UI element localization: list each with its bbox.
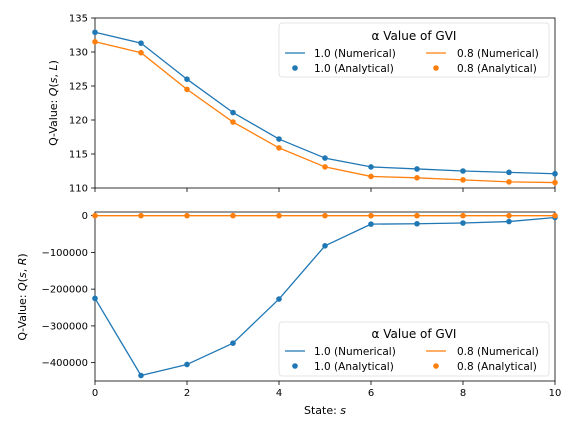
top-y-ticks: 110 115 120 125 130 135 <box>69 14 95 195</box>
top-point-0-8-analytical <box>184 86 190 93</box>
top-point-1-0-analytical <box>414 166 420 172</box>
top-point-0-8-analytical <box>414 175 420 181</box>
top-point-1-0-analytical <box>460 168 466 174</box>
bottom-point-0-8-analytical <box>184 212 190 219</box>
bottom-legend-frame <box>278 321 550 377</box>
bottom-x-tick-label: 10 <box>549 388 562 399</box>
top-y-tick-label: 120 <box>69 116 88 127</box>
bottom-subplot: −400000 −300000 −200000 −100000 0 0 2 4 6 8 10 Q-… <box>16 211 561 417</box>
bottom-legend-label-1-0-numerical: 1.0 (Numerical) <box>314 346 396 358</box>
top-point-0-8-analytical <box>460 177 466 183</box>
bottom-x-tick-label: 2 <box>184 388 190 399</box>
bottom-point-1-0-analytical <box>184 361 190 368</box>
top-point-0-8-analytical <box>230 119 236 125</box>
top-point-1-0-analytical <box>506 169 512 176</box>
top-legend-swatch-0-8-analytical <box>433 65 439 71</box>
bottom-point-0-8-analytical <box>322 212 328 219</box>
bottom-point-1-0-analytical <box>230 340 236 346</box>
top-point-0-8-analytical <box>552 179 558 186</box>
top-y-axis-label: Q-Value: Q(s, L) <box>47 60 60 146</box>
top-point-0-8-analytical <box>138 49 144 56</box>
bottom-x-tick-label: 4 <box>276 388 282 399</box>
top-point-1-0-analytical <box>138 40 144 46</box>
top-legend-label-1-0-numerical: 1.0 (Numerical) <box>314 48 396 60</box>
bottom-point-1-0-analytical <box>276 296 282 302</box>
bottom-y-tick-label: −200000 <box>41 285 88 296</box>
bottom-x-ticks: 0 2 4 6 8 10 <box>92 381 562 399</box>
bottom-legend-label-0-8-analytical: 0.8 (Analytical) <box>457 361 537 373</box>
top-y-tick-label: 110 <box>69 184 88 195</box>
top-subplot: 110 115 120 125 130 135 Q-Value: Q(s, L) α Va… <box>47 14 558 195</box>
top-point-1-0-analytical <box>276 136 282 142</box>
top-point-1-0-analytical <box>92 29 98 36</box>
bottom-y-tick-label: −100000 <box>41 248 88 259</box>
top-point-1-0-analytical <box>230 109 236 116</box>
bottom-point-0-8-analytical <box>92 212 98 219</box>
bottom-point-0-8-analytical <box>506 212 512 219</box>
bottom-legend-swatch-0-8-analytical <box>433 363 439 369</box>
top-point-0-8-analytical <box>92 39 98 45</box>
bottom-point-0-8-analytical <box>552 212 558 219</box>
bottom-point-0-8-analytical <box>276 212 282 219</box>
bottom-y-tick-label: −400000 <box>41 358 88 369</box>
top-axes-frame <box>94 17 556 189</box>
bottom-series <box>92 212 558 379</box>
top-point-0-8-analytical <box>322 164 328 170</box>
top-legend-label-1-0-analytical: 1.0 (Analytical) <box>314 63 394 75</box>
top-x-ticks <box>94 188 556 192</box>
bottom-x-tick-label: 0 <box>92 388 98 399</box>
bottom-point-1-0-analytical <box>368 221 374 227</box>
x-axis-label: State: s <box>304 404 346 417</box>
top-point-1-0-analytical <box>184 76 190 82</box>
bottom-y-tick-label: 0 <box>82 211 88 222</box>
bottom-point-1-0-analytical <box>322 243 328 249</box>
bottom-point-0-8-analytical <box>460 212 466 219</box>
top-legend: α Value of GVI 1.0 (Numerical) 1.0 (Anal… <box>278 22 550 78</box>
bottom-point-0-8-analytical <box>138 212 144 219</box>
bottom-point-1-0-analytical <box>506 218 512 225</box>
bottom-point-1-0-analytical <box>92 295 98 302</box>
bottom-x-tick-label: 8 <box>460 388 466 399</box>
bottom-legend-label-0-8-numerical: 0.8 (Numerical) <box>457 346 539 358</box>
bottom-point-1-0-analytical <box>414 220 420 227</box>
bottom-point-0-8-analytical <box>230 212 236 219</box>
top-series <box>92 29 558 186</box>
bottom-legend-label-1-0-analytical: 1.0 (Analytical) <box>314 361 394 373</box>
bottom-y-axis-label: Q-Value: Q(s, R) <box>16 253 29 340</box>
bottom-point-1-0-analytical <box>138 372 144 379</box>
top-point-0-8-analytical <box>276 145 282 151</box>
top-point-0-8-analytical <box>368 173 374 180</box>
bottom-point-1-0-analytical <box>460 220 466 226</box>
top-legend-swatch-1-0-analytical <box>292 65 298 71</box>
top-y-tick-label: 125 <box>69 82 88 93</box>
top-point-1-0-analytical <box>322 155 328 161</box>
bottom-point-0-8-analytical <box>368 212 374 219</box>
top-legend-title: α Value of GVI <box>372 29 457 43</box>
top-legend-label-0-8-analytical: 0.8 (Analytical) <box>457 63 537 75</box>
bottom-legend-swatch-1-0-analytical <box>292 363 298 369</box>
bottom-y-tick-label: −300000 <box>41 321 88 332</box>
bottom-legend-title: α Value of GVI <box>372 327 457 341</box>
bottom-legend: α Value of GVI 1.0 (Numerical) 1.0 (Anal… <box>278 321 550 377</box>
top-legend-frame <box>278 22 550 78</box>
top-legend-label-0-8-numerical: 0.8 (Numerical) <box>457 48 539 60</box>
top-point-1-0-analytical <box>552 170 558 177</box>
top-point-0-8-analytical <box>506 179 512 185</box>
top-point-1-0-analytical <box>368 164 374 170</box>
top-y-tick-label: 135 <box>69 14 88 25</box>
bottom-point-0-8-analytical <box>414 212 420 219</box>
bottom-x-tick-label: 6 <box>368 388 374 399</box>
top-y-tick-label: 115 <box>69 150 88 161</box>
top-y-tick-label: 130 <box>69 48 88 59</box>
